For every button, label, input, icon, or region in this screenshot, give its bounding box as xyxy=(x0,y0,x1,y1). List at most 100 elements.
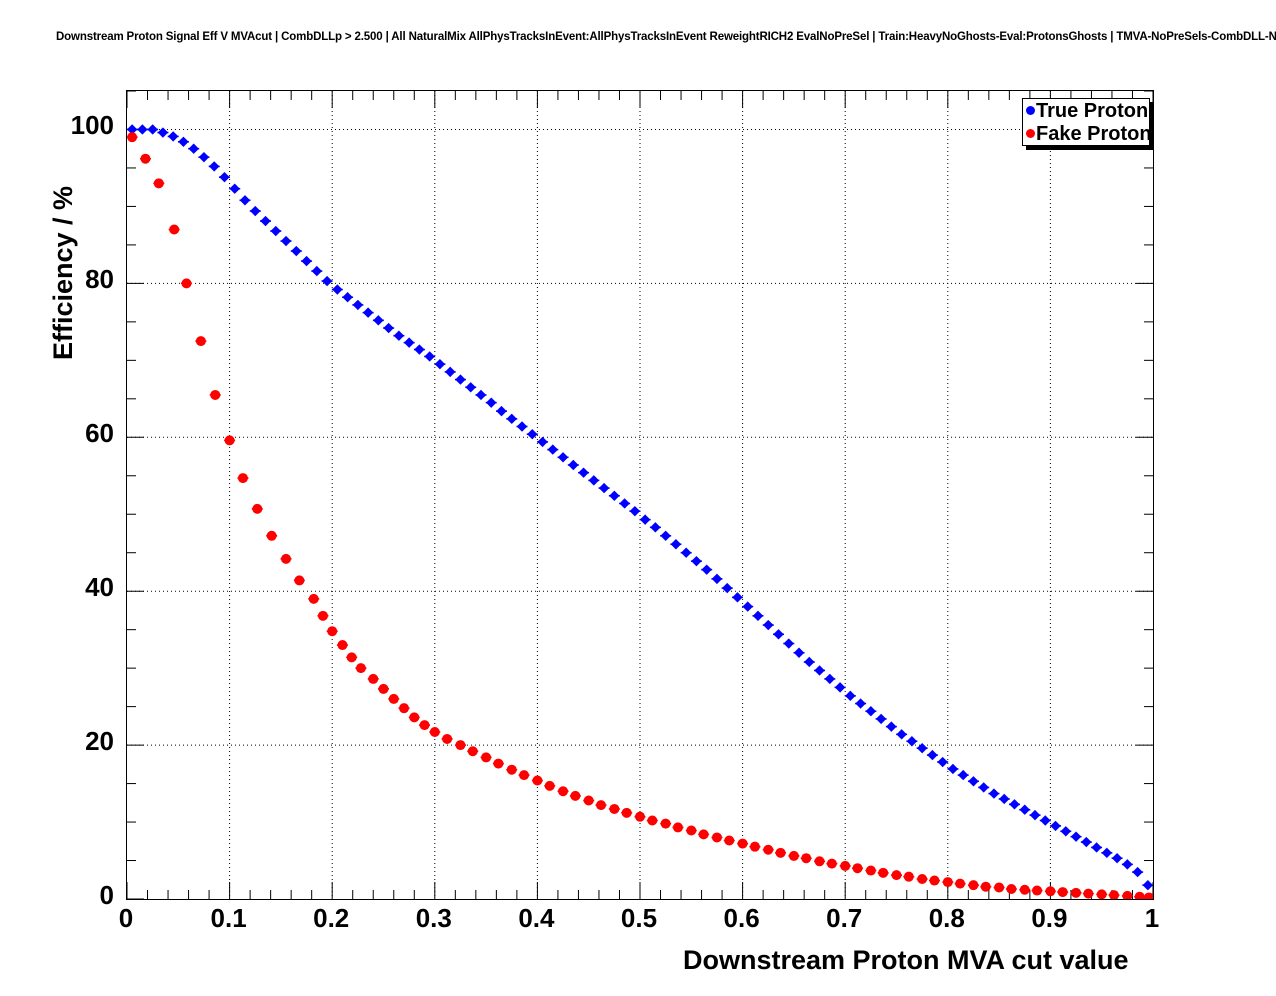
data-point xyxy=(181,278,192,289)
data-point xyxy=(783,638,794,649)
data-point xyxy=(588,475,600,486)
data-point xyxy=(978,782,989,793)
data-point xyxy=(455,740,466,751)
x-tick-label: 0.7 xyxy=(826,903,863,933)
data-point xyxy=(752,610,764,622)
data-point xyxy=(947,763,959,775)
data-point xyxy=(826,858,837,869)
data-point xyxy=(639,514,651,525)
data-point xyxy=(619,498,630,509)
data-point xyxy=(337,640,348,651)
grid-lines xyxy=(127,91,1153,899)
data-point xyxy=(686,825,697,836)
data-point xyxy=(195,336,206,347)
data-point xyxy=(834,682,846,693)
data-point xyxy=(672,822,683,833)
data-point xyxy=(229,183,240,194)
data-point xyxy=(153,178,164,189)
data-point xyxy=(763,619,774,631)
data-point xyxy=(1101,847,1113,859)
data-point xyxy=(362,307,374,318)
data-point xyxy=(237,473,248,484)
series-fake-proton xyxy=(127,132,1153,899)
x-tick-label: 0 xyxy=(118,903,134,933)
data-point xyxy=(917,873,928,884)
data-point xyxy=(1081,836,1092,848)
data-point xyxy=(609,490,620,501)
data-point xyxy=(568,459,579,471)
data-point xyxy=(557,452,569,463)
data-point xyxy=(544,780,555,791)
y-tick-label: 20 xyxy=(85,726,114,757)
data-point xyxy=(388,693,399,704)
data-point xyxy=(942,877,953,888)
data-point xyxy=(845,690,856,702)
data-point xyxy=(583,795,594,806)
data-point xyxy=(169,224,180,235)
data-point xyxy=(1057,887,1068,898)
data-point xyxy=(393,330,405,341)
data-point xyxy=(1142,879,1153,891)
data-point xyxy=(875,713,887,725)
data-point xyxy=(1122,890,1133,899)
data-point xyxy=(1032,885,1043,896)
data-point xyxy=(516,421,528,432)
x-tick-label: 0.3 xyxy=(415,903,452,933)
data-point xyxy=(434,358,446,370)
data-point xyxy=(1111,853,1123,864)
data-point xyxy=(532,775,543,786)
data-point xyxy=(547,444,558,455)
data-point xyxy=(1083,888,1094,899)
data-point xyxy=(496,405,507,417)
data-point xyxy=(660,818,671,829)
data-point xyxy=(711,573,723,585)
data-point xyxy=(239,195,251,206)
data-point xyxy=(1071,887,1082,898)
data-point xyxy=(467,746,478,757)
data-point xyxy=(260,215,271,227)
data-point xyxy=(1096,889,1107,899)
chart-legend[interactable]: True Proton Fake Proton xyxy=(1022,98,1152,146)
data-point xyxy=(486,397,497,408)
data-point xyxy=(1009,799,1020,810)
data-point xyxy=(650,522,661,533)
data-point xyxy=(999,793,1010,805)
data-point xyxy=(647,815,658,826)
data-point xyxy=(352,299,364,311)
data-point xyxy=(621,807,632,818)
data-series-layer xyxy=(127,124,1153,899)
data-point xyxy=(891,870,902,881)
data-point xyxy=(701,564,712,575)
data-point xyxy=(1060,826,1071,837)
data-point xyxy=(980,881,991,892)
legend-entry-fake-proton[interactable]: Fake Proton xyxy=(1023,122,1152,145)
data-point xyxy=(670,539,682,550)
data-point xyxy=(280,235,292,247)
data-point xyxy=(147,124,158,135)
data-point xyxy=(1122,859,1133,870)
data-point xyxy=(198,151,210,163)
data-point xyxy=(442,733,453,744)
data-point xyxy=(455,374,466,385)
data-point xyxy=(321,275,333,287)
data-point xyxy=(209,161,220,172)
data-point xyxy=(906,736,918,747)
data-point xyxy=(1040,815,1051,826)
data-point xyxy=(775,847,786,858)
data-point xyxy=(355,663,366,674)
data-point xyxy=(332,284,343,295)
legend-label: Fake Proton xyxy=(1036,122,1152,145)
data-point xyxy=(368,673,379,684)
page-title: Downstream Proton Signal Eff V MVAcut | … xyxy=(56,31,1276,43)
data-point xyxy=(773,629,784,640)
data-point xyxy=(916,742,928,754)
data-point xyxy=(506,413,517,425)
data-point xyxy=(270,225,281,237)
data-point xyxy=(737,838,748,849)
data-point xyxy=(968,776,979,787)
data-point xyxy=(137,124,148,135)
legend-entry-true-proton[interactable]: True Proton xyxy=(1023,99,1149,122)
data-point xyxy=(878,867,889,878)
data-point xyxy=(281,553,292,564)
data-point xyxy=(399,703,410,714)
